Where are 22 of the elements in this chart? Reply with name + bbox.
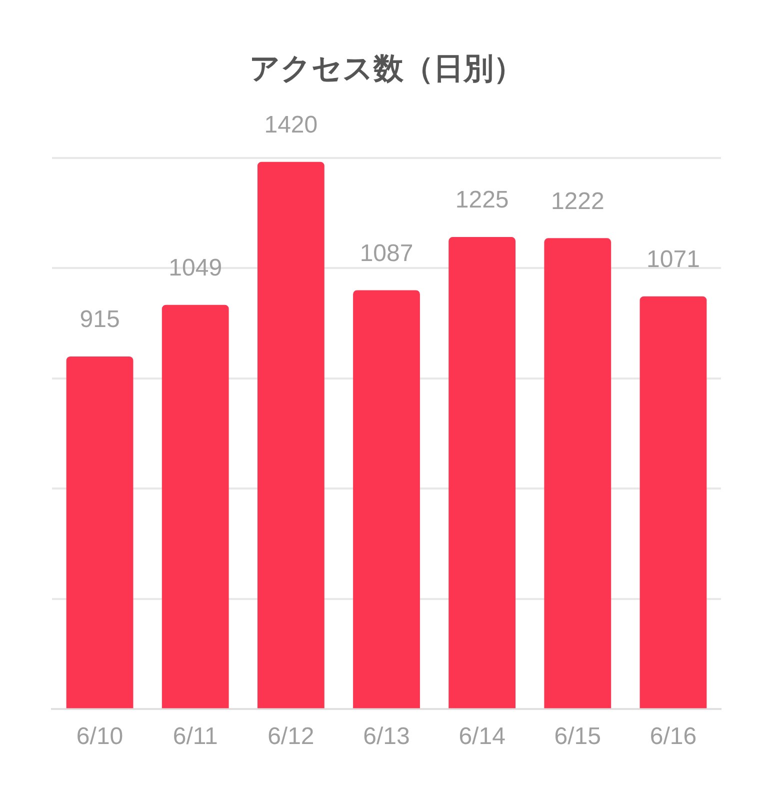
data-label: 1222 (550, 188, 604, 215)
x-tick-label: 6/13 (363, 723, 410, 750)
data-label: 1087 (360, 240, 414, 267)
bar (353, 290, 420, 708)
x-tick-label: 6/14 (458, 723, 506, 750)
x-tick-label: 6/16 (650, 723, 697, 750)
bar (66, 356, 134, 708)
chart-title: アクセス数（日別） (250, 52, 524, 86)
x-tick-label: 6/10 (76, 723, 124, 750)
x-tick-label: 6/15 (554, 723, 601, 750)
bar (640, 296, 707, 708)
data-label: 1420 (264, 111, 318, 138)
bar (257, 162, 324, 708)
data-label: 915 (80, 306, 120, 334)
data-label: 1049 (168, 254, 222, 282)
bar (162, 304, 229, 708)
data-label: 1071 (646, 246, 700, 274)
x-tick-label: 6/12 (268, 723, 314, 750)
x-tick-label: 6/11 (172, 723, 218, 750)
bar (448, 237, 516, 708)
data-label: 1225 (455, 186, 509, 214)
bar (544, 238, 612, 708)
